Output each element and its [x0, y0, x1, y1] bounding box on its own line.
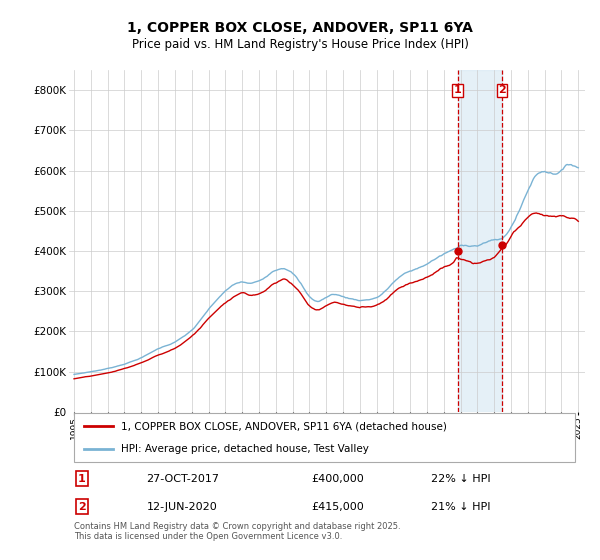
- Text: Contains HM Land Registry data © Crown copyright and database right 2025.
This d: Contains HM Land Registry data © Crown c…: [74, 522, 401, 542]
- Bar: [458, 70, 502, 412]
- Text: 21% ↓ HPI: 21% ↓ HPI: [431, 502, 491, 511]
- Text: 2: 2: [498, 85, 506, 95]
- Text: 1, COPPER BOX CLOSE, ANDOVER, SP11 6YA: 1, COPPER BOX CLOSE, ANDOVER, SP11 6YA: [127, 21, 473, 35]
- Text: 27-OCT-2017: 27-OCT-2017: [146, 474, 219, 484]
- Text: 1: 1: [454, 85, 461, 95]
- Text: Price paid vs. HM Land Registry's House Price Index (HPI): Price paid vs. HM Land Registry's House …: [131, 38, 469, 50]
- Text: 22% ↓ HPI: 22% ↓ HPI: [431, 474, 491, 484]
- Text: 1, COPPER BOX CLOSE, ANDOVER, SP11 6YA (detached house): 1, COPPER BOX CLOSE, ANDOVER, SP11 6YA (…: [121, 421, 446, 431]
- Text: 12-JUN-2020: 12-JUN-2020: [147, 502, 218, 511]
- Text: 2: 2: [78, 502, 86, 511]
- Text: £400,000: £400,000: [311, 474, 364, 484]
- Text: £415,000: £415,000: [311, 502, 364, 511]
- Text: HPI: Average price, detached house, Test Valley: HPI: Average price, detached house, Test…: [121, 444, 368, 454]
- Text: 1: 1: [78, 474, 86, 484]
